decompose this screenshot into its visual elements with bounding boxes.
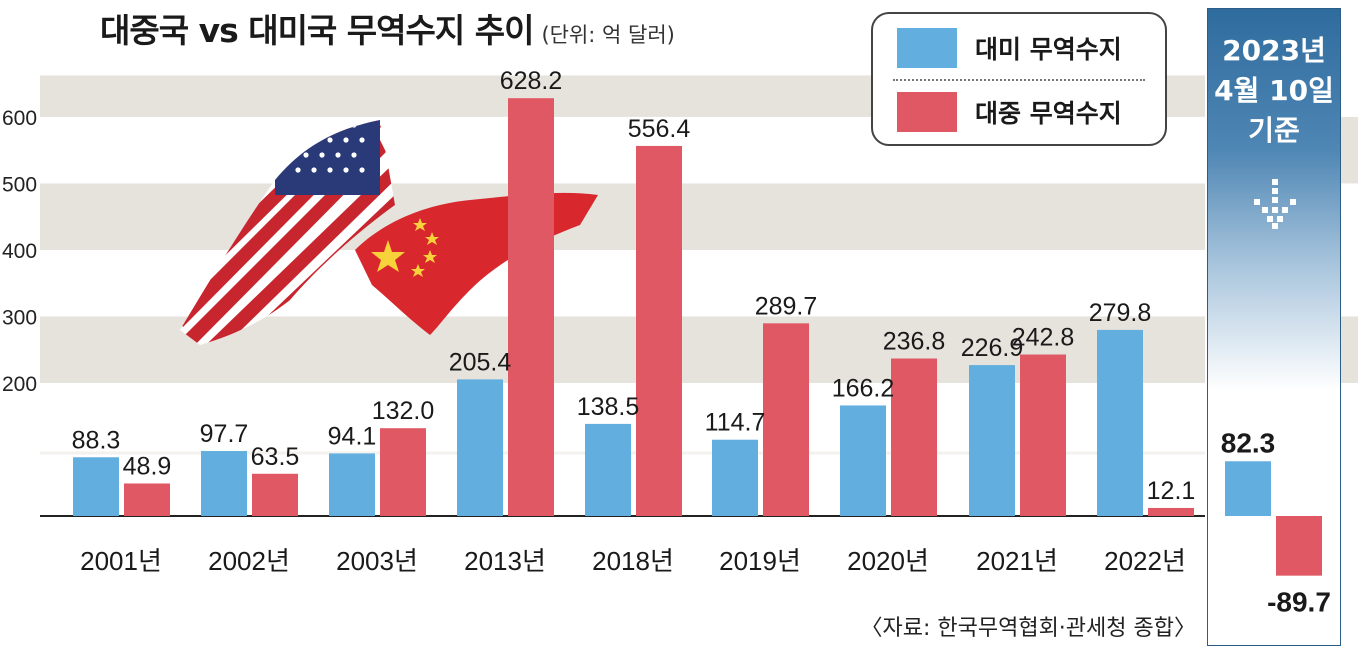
source-note: 〈자료: 한국무역협회·관세청 종합〉: [860, 616, 1196, 641]
bar-cn: [508, 98, 554, 517]
legend-item-us: 대미 무역수지: [897, 28, 1122, 68]
data-label: 279.8: [1089, 299, 1152, 327]
bar-us: [585, 423, 631, 516]
data-label: 97.7: [200, 420, 249, 448]
bar-cn: [252, 473, 298, 516]
x-tick-label: 2020년: [847, 546, 929, 576]
grid-band: [40, 183, 1205, 250]
bar-cn: [763, 323, 809, 516]
data-label: 236.8: [883, 328, 946, 356]
data-label: 226.9: [961, 334, 1024, 362]
x-tick-label: 2019년: [719, 546, 801, 576]
y-tick-label: 200: [2, 373, 37, 396]
bar-cn: [1020, 354, 1066, 516]
bar-us: [201, 451, 247, 516]
bar-cn: [1148, 507, 1194, 516]
legend-label-us: 대미 무역수지: [975, 35, 1122, 64]
data-label: 94.1: [328, 422, 377, 450]
bar-us: [329, 453, 375, 516]
down-arrow-icon: [1254, 179, 1296, 229]
x-tick-label: 2021년: [976, 546, 1058, 576]
x-tick-label: 2022년: [1104, 546, 1186, 576]
data-label: 628.2: [500, 67, 563, 95]
x-tick-label: 2001년: [80, 546, 162, 576]
x-tick-label: 2002년: [208, 546, 290, 576]
data-label: 138.5: [577, 393, 640, 421]
highlight-panel: 2023년 4월 10일 기준: [1207, 8, 1341, 646]
bar-us: [969, 365, 1015, 516]
x-tick-label: 2003년: [336, 546, 418, 576]
highlight-year: 2023년: [1222, 34, 1326, 67]
bar-cn: [636, 145, 682, 516]
x-tick-label: 2018년: [592, 546, 674, 576]
chart-title-block: 대중국 vs 대미국 무역수지 추이 (단위: 억 달러): [100, 4, 675, 52]
legend-item-cn: 대중 무역수지: [897, 92, 1122, 132]
data-label: 166.2: [832, 374, 895, 402]
data-label: 205.4: [449, 348, 512, 376]
bar-us: [73, 457, 119, 516]
bar-us: [457, 379, 503, 516]
unit-label: (단위: 억 달러): [541, 23, 675, 47]
grid-band: [1341, 316, 1358, 383]
legend: 대미 무역수지 대중 무역수지: [871, 12, 1167, 146]
legend-swatch-cn: [897, 92, 957, 132]
grid-band: [1341, 116, 1358, 184]
data-label: 556.4: [628, 115, 691, 143]
bar-cn: [124, 483, 170, 516]
legend-divider: [893, 79, 1145, 81]
data-label: 63.5: [251, 443, 300, 471]
legend-label-cn: 대중 무역수지: [975, 99, 1122, 128]
data-label: 114.7: [705, 409, 766, 437]
bar-cn: [891, 358, 937, 516]
y-tick-label: 500: [2, 173, 37, 196]
data-label: 289.7: [755, 292, 818, 320]
y-tick-label: 600: [2, 107, 37, 130]
chart-title: 대중국 vs 대미국 무역수지 추이: [100, 11, 534, 50]
data-label: 88.3: [72, 426, 121, 454]
legend-swatch-us: [897, 28, 957, 68]
x-tick-label: 2013년: [464, 546, 546, 576]
data-label: 132.0: [372, 397, 435, 425]
data-label: 242.8: [1012, 324, 1075, 352]
bar-us: [712, 439, 758, 516]
bar-cn: [380, 428, 426, 516]
bar-us: [1097, 329, 1143, 516]
data-label: 12.1: [1147, 477, 1196, 505]
highlight-date: 4월 10일: [1214, 74, 1334, 107]
highlight-basis: 기준: [1248, 114, 1300, 147]
y-tick-label: 300: [2, 306, 37, 329]
data-label: 48.9: [123, 452, 172, 480]
bar-us: [840, 405, 886, 516]
y-tick-label: 400: [2, 240, 37, 263]
